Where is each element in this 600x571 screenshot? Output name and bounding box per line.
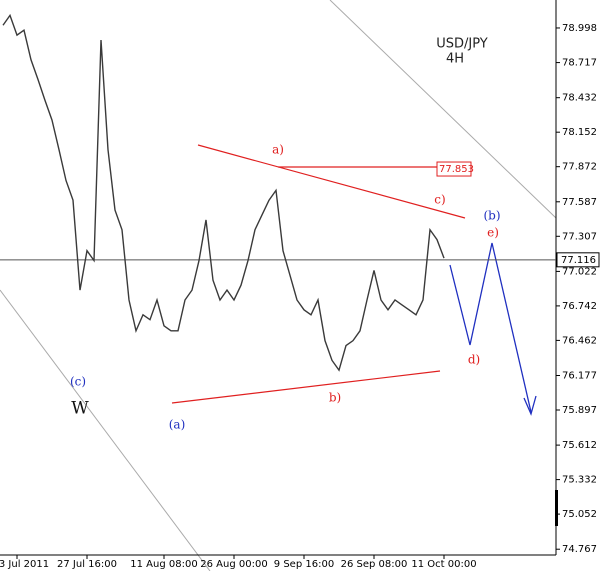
y-tick-label: 74.767: [562, 544, 597, 555]
y-tick-label: 77.307: [562, 231, 597, 242]
wave-label: W: [71, 399, 89, 419]
axis-marker: [555, 490, 558, 526]
x-tick-label: 26 Sep 08:00: [341, 559, 408, 570]
y-tick-label: 78.432: [562, 93, 597, 104]
x-tick-label: 3 Jul 2011: [0, 559, 49, 570]
x-tick-label: 11 Oct 00:00: [411, 559, 476, 570]
channel-line: [0, 289, 211, 571]
y-tick-label: 75.612: [562, 440, 597, 451]
trend-line: [171, 370, 441, 404]
y-tick-label: 77.587: [562, 197, 597, 208]
wave-label: e): [487, 226, 499, 240]
y-tick-label: 77.022: [562, 266, 597, 277]
y-tick-label: 77.872: [562, 162, 597, 173]
price-line: [2, 13, 445, 372]
wave-label: b): [329, 391, 341, 405]
x-tick-label: 11 Aug 08:00: [130, 559, 197, 570]
y-tick-label: 76.462: [562, 335, 597, 346]
wave-label: (c): [70, 375, 86, 389]
x-tick-label: 26 Aug 00:00: [200, 559, 267, 570]
wave-label: (b): [483, 209, 500, 223]
channel-line: [329, 0, 557, 219]
wave-label: d): [468, 353, 480, 367]
marked-price-label: 77.853: [439, 164, 474, 175]
wave-label: c): [434, 193, 445, 207]
trend-line: [197, 144, 466, 219]
chart-subtitle: 4H: [446, 52, 464, 67]
y-tick-label: 76.177: [562, 371, 597, 382]
y-tick-label: 75.052: [562, 509, 597, 520]
x-tick-label: 9 Sep 16:00: [274, 559, 334, 570]
marked-price-box: [436, 161, 472, 177]
wave-label: (a): [169, 418, 186, 432]
wave-label: a): [272, 143, 284, 157]
y-tick-label: 76.742: [562, 301, 597, 312]
projection-arrow: [523, 395, 537, 416]
y-tick-label: 75.897: [562, 405, 597, 416]
current-price-label: 77.116: [561, 255, 596, 266]
y-tick-label: 75.332: [562, 475, 597, 486]
chart-title: USD/JPY: [436, 37, 488, 52]
y-tick-label: 78.152: [562, 127, 597, 138]
projection: [449, 242, 532, 413]
current-price-box: [556, 252, 600, 268]
x-tick-label: 27 Jul 16:00: [57, 559, 117, 570]
y-tick-label: 78.717: [562, 58, 597, 69]
y-tick-label: 78.998: [562, 23, 597, 34]
